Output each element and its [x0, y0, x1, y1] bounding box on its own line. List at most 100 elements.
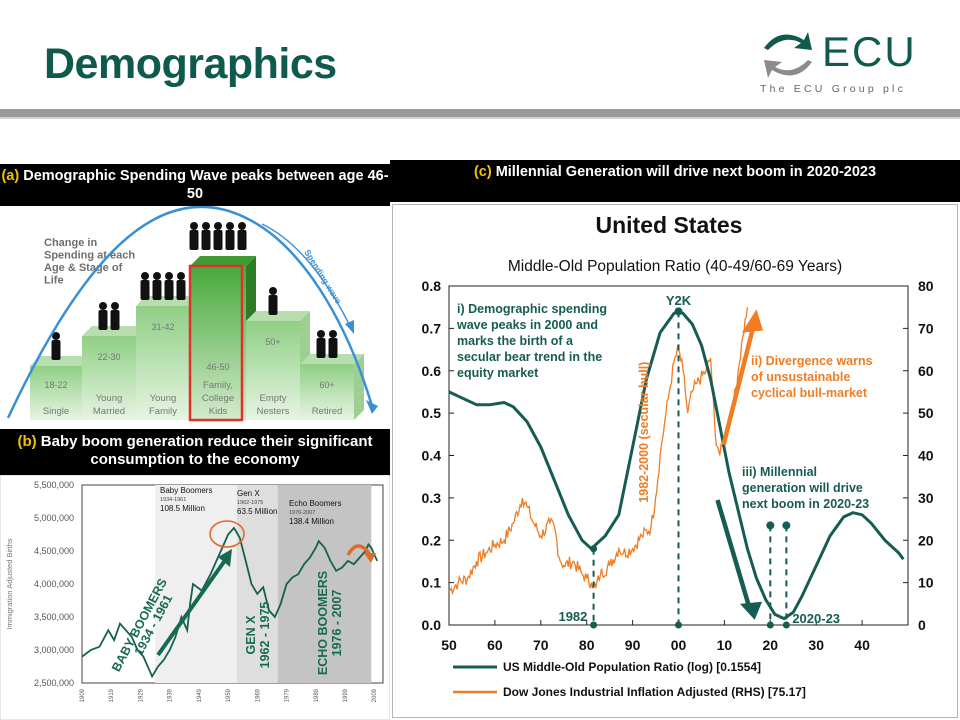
wave-caption: Life	[44, 275, 64, 287]
logo-mark-icon	[764, 32, 812, 78]
header-rule	[0, 109, 960, 117]
logo-tagline: The ECU Group plc	[760, 83, 906, 95]
step-age-label: 31-42	[151, 322, 174, 332]
header-rule-shadow	[0, 117, 960, 119]
chart-c-title: United States	[596, 212, 743, 238]
wave-arrowhead	[366, 400, 378, 414]
step-stage-label: College	[202, 393, 234, 404]
births-x-tick: 1959	[226, 688, 232, 702]
step-block	[300, 364, 354, 420]
left-axis-tick: 0.1	[422, 575, 442, 591]
cohort-years: 1962-1975	[237, 500, 263, 506]
person-icon	[189, 230, 199, 250]
births-x-tick: 1969	[255, 688, 261, 702]
births-y-tick: 5,000,000	[34, 513, 74, 523]
births-y-tick: 2,500,000	[34, 678, 74, 688]
step-top-face	[246, 311, 310, 321]
panel-b-prefix: (b)	[17, 433, 37, 450]
step-stage-label: Kids	[209, 406, 228, 417]
births-y-tick: 4,000,000	[34, 579, 74, 589]
person-icon	[202, 222, 210, 230]
wave-label-arrow	[261, 223, 351, 327]
step-top-face	[190, 256, 256, 266]
step-age-label: 18-22	[44, 380, 67, 390]
person-icon	[99, 302, 107, 310]
wave-label-arrowhead	[345, 320, 354, 334]
annotation-iii: iii) Millennial	[742, 465, 817, 479]
step-block	[190, 266, 246, 420]
wave-caption: Change in	[44, 237, 97, 249]
person-icon	[51, 340, 61, 360]
births-y-tick: 4,500,000	[34, 546, 74, 556]
step-stage-label: Single	[43, 406, 69, 417]
step-top-face	[300, 354, 364, 364]
step-stage-label: Young	[150, 393, 177, 404]
births-y-tick: 3,500,000	[34, 612, 74, 622]
annotation-i: marks the birth of a	[457, 334, 574, 348]
cohort-total: 108.5 Million	[160, 504, 205, 513]
person-icon	[52, 332, 60, 340]
annotation-ii: ii) Divergence warns	[751, 354, 873, 368]
person-icon	[269, 287, 277, 295]
person-icon	[111, 302, 119, 310]
left-axis-tick: 0.4	[422, 448, 442, 464]
x-axis-tick: 30	[808, 637, 824, 653]
annotation-i: i) Demographic spending	[457, 302, 607, 316]
annotation-iii: generation will drive	[742, 481, 863, 495]
births-x-tick: 2009	[372, 688, 378, 702]
chart-c-subtitle: Middle-Old Population Ratio (40-49/60-69…	[508, 258, 842, 275]
person-icon	[329, 330, 337, 338]
person-icon	[98, 310, 108, 330]
panel-c-prefix: (c)	[473, 164, 492, 180]
spending-wave-panel: 18-22 Single 22-30 Young Married 31-42 Young Fa…	[0, 205, 390, 429]
marker-y2k-base	[675, 621, 682, 629]
person-icon	[153, 272, 161, 280]
spending-wave-illustration: 18-22 Single 22-30 Young Married 31-42 Young Fa…	[6, 205, 378, 422]
right-axis-tick: 30	[918, 490, 934, 506]
step-age-label: 46-50	[206, 362, 229, 372]
person-icon	[225, 230, 235, 250]
cohort-name: Echo Boomers	[289, 499, 341, 508]
x-axis-tick: 70	[533, 637, 549, 653]
x-axis-tick: 00	[671, 637, 687, 653]
divergence-arrowhead	[741, 309, 763, 333]
spending-wave-curve	[6, 205, 374, 419]
person-icon	[110, 310, 120, 330]
panel-a-title: Demographic Spending Wave peaks between …	[23, 168, 389, 202]
births-x-tick: 1939	[168, 688, 174, 702]
x-axis-tick: 60	[487, 637, 503, 653]
legend-label: Dow Jones Industrial Inflation Adjusted …	[503, 685, 806, 699]
annotation-ii: of unsustainable	[751, 370, 850, 384]
cohort-vertical-years: 1976 - 2007	[330, 590, 344, 657]
decline-arrow	[715, 499, 753, 611]
left-axis-tick: 0.8	[422, 278, 442, 294]
births-x-tick: 1999	[343, 688, 349, 702]
population-ratio-panel: United States Middle-Old Population Ratio…	[392, 204, 958, 718]
cohort-years: 1976-2007	[289, 510, 315, 516]
page-title: Demographics	[44, 40, 337, 88]
births-x-tick: 1989	[314, 688, 320, 702]
step-side-face	[354, 354, 364, 420]
x-axis-tick: 20	[763, 637, 779, 653]
right-axis-tick: 0	[918, 617, 926, 633]
step-top-face	[30, 356, 92, 366]
label-2020-23: 2020-23	[792, 611, 840, 626]
step-stage-label: Married	[93, 406, 125, 417]
births-series-line	[81, 526, 379, 679]
wave-label: Spending wave	[302, 248, 343, 306]
label-secular-bull: 1982-2000 (secular bull)	[637, 362, 651, 503]
population-ratio-series-line	[448, 309, 905, 621]
births-y-tick: 3,000,000	[34, 645, 74, 655]
wave-caption: Age & Stage of	[44, 262, 123, 274]
x-axis-tick: 40	[854, 637, 870, 653]
person-icon	[328, 338, 338, 358]
boomer-trend-arrowhead	[218, 549, 232, 567]
panel-a-header: (a) Demographic Spending Wave peaks betw…	[0, 164, 390, 206]
step-stage-label: Retired	[312, 406, 343, 417]
left-axis-tick: 0.7	[422, 320, 442, 336]
label-1982: 1982	[558, 609, 587, 624]
person-icon	[177, 272, 185, 280]
left-axis-tick: 0.6	[422, 363, 442, 379]
label-y2k: Y2K	[666, 293, 692, 308]
right-axis-tick: 40	[918, 448, 934, 464]
